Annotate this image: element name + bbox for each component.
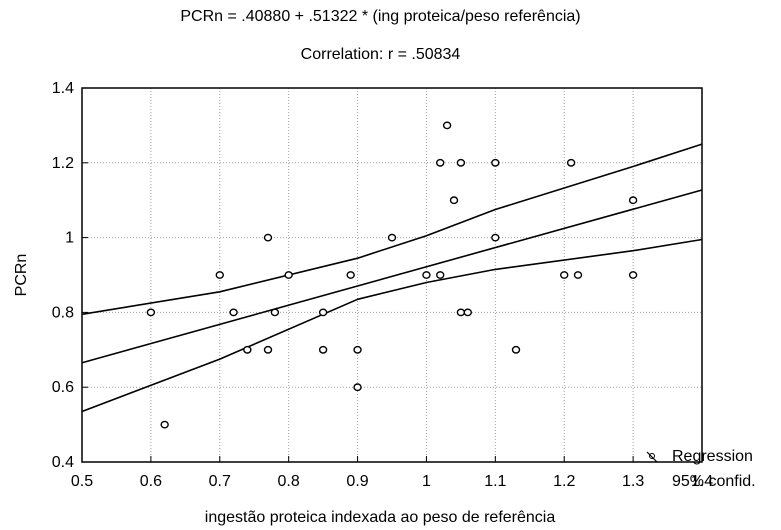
x-tick-label: 1.4 (691, 473, 713, 490)
y-axis-label: PCRn (13, 254, 30, 297)
x-tick-label: 0.5 (71, 473, 93, 490)
data-point (456, 308, 466, 317)
data-point (436, 158, 445, 167)
data-point (346, 271, 355, 279)
data-points (146, 121, 638, 429)
x-tick-label: 0.8 (278, 473, 300, 490)
x-axis-label: ingestão proteica indexada ao peso de re… (205, 509, 556, 526)
data-point (263, 345, 273, 354)
data-point (387, 233, 397, 242)
x-tick-label: 0.6 (140, 473, 162, 490)
confidence-lower-curve (81, 238, 703, 413)
data-point (215, 271, 224, 279)
data-point (566, 158, 576, 167)
legend-regression-icon (646, 451, 658, 463)
data-point (442, 121, 452, 130)
data-point (491, 158, 500, 167)
data-point (449, 196, 459, 205)
data-point (491, 233, 500, 242)
x-tick-label: 1.1 (484, 473, 506, 490)
data-point (422, 271, 431, 279)
confidence-band (81, 143, 703, 413)
y-tick-label: 0.8 (52, 304, 74, 321)
y-tick-label: 1 (65, 230, 74, 247)
data-point (463, 308, 472, 317)
data-point (560, 271, 569, 279)
x-axis-ticks: 0.5 0.6 0.7 0.8 0.9 1 1.1 1.2 1.3 1.4 (71, 456, 713, 490)
data-point (628, 196, 638, 205)
x-tick-label: 1.2 (553, 473, 575, 490)
data-point (243, 345, 252, 354)
data-point (263, 233, 273, 242)
data-point (353, 383, 362, 392)
data-point (318, 308, 328, 317)
y-tick-label: 1.4 (52, 80, 74, 97)
y-axis-ticks: 0.4 0.6 0.8 1 1.2 1.4 (52, 80, 88, 471)
legend-entry-regression: Regression (672, 448, 753, 465)
y-tick-label: 1.2 (52, 155, 74, 172)
regression-line-path (81, 189, 703, 364)
chart-title: PCRn = .40880 + .51322 * (ing proteica/p… (180, 8, 581, 25)
x-tick-label: 0.7 (209, 473, 231, 490)
legend-entry-confidence: 95% confid. (672, 473, 756, 490)
legend: Regression 95% confid. (646, 448, 756, 490)
y-tick-label: 0.6 (52, 379, 74, 396)
data-point (318, 345, 328, 354)
regression-line (81, 189, 703, 364)
grid-lines (82, 88, 702, 462)
data-point (229, 308, 238, 317)
plot-frame (81, 87, 703, 463)
x-tick-label: 0.9 (346, 473, 368, 490)
data-point (270, 308, 280, 317)
data-point (456, 158, 466, 167)
x-tick-label: 1 (422, 473, 431, 490)
x-tick-label: 1.3 (622, 473, 644, 490)
data-point (436, 271, 445, 279)
data-point (160, 420, 169, 429)
data-point (628, 271, 638, 279)
y-tick-label: 0.4 (52, 454, 74, 471)
data-point (573, 271, 583, 279)
data-point (511, 345, 521, 354)
data-point (353, 345, 362, 354)
data-point (284, 271, 293, 279)
data-point (146, 308, 156, 317)
confidence-upper-curve (81, 143, 703, 316)
chart-subtitle: Correlation: r = .50834 (300, 46, 461, 63)
